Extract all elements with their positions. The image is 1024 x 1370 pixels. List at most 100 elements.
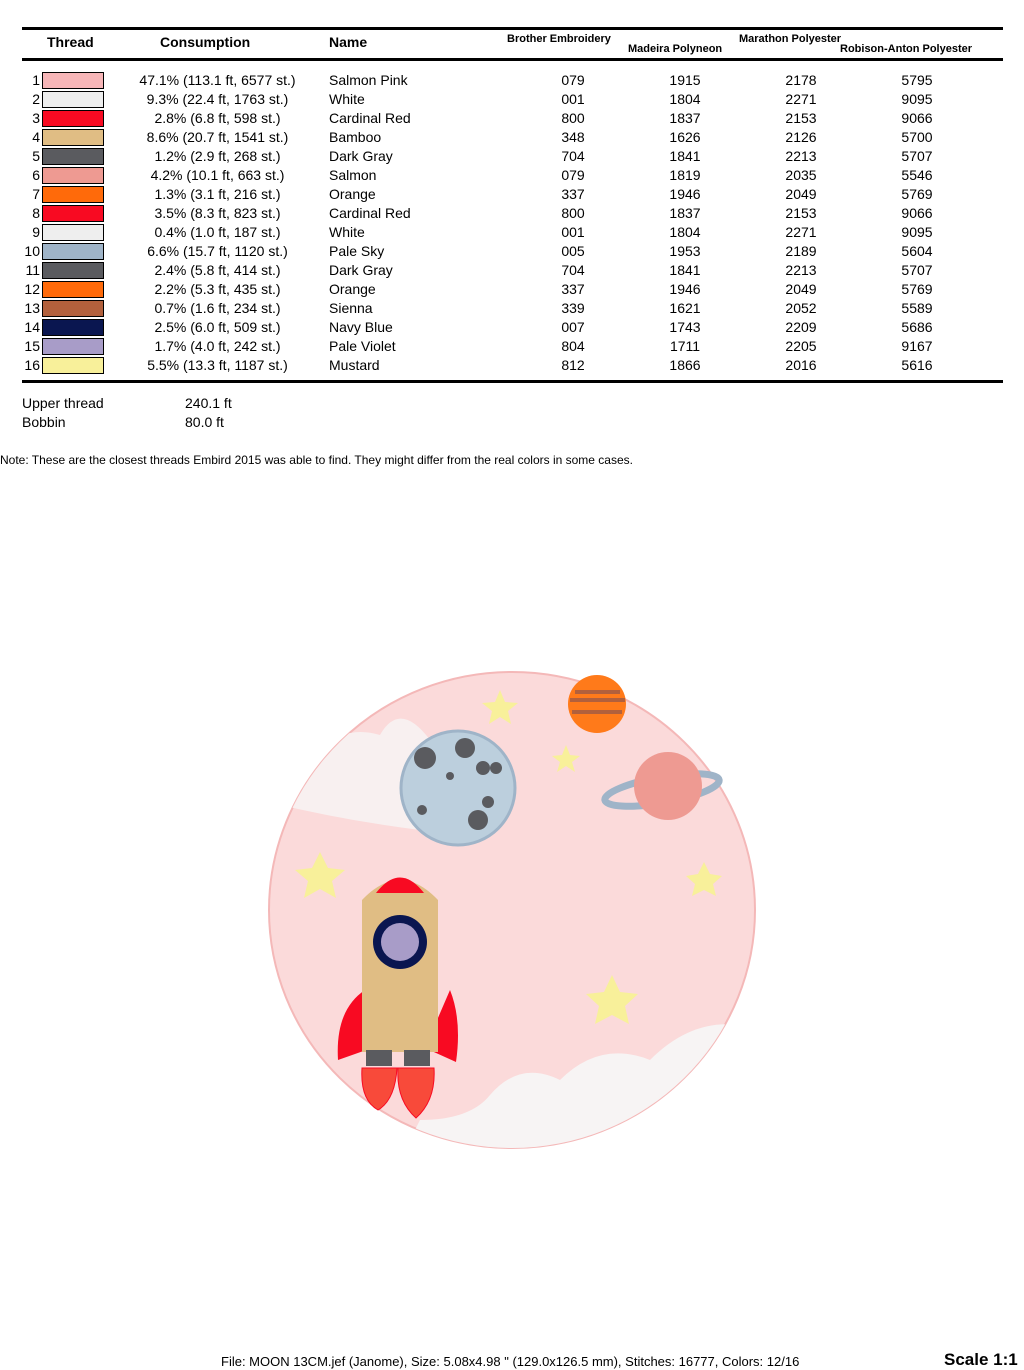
thread-name: Salmon: [329, 167, 377, 183]
thread-name: Dark Gray: [329, 148, 393, 164]
thread-name: Orange: [329, 281, 376, 297]
thread-number: 15: [24, 338, 40, 354]
color-swatch: [42, 281, 104, 298]
brother-code: 007: [561, 319, 585, 335]
color-swatch: [42, 300, 104, 317]
robison-code: 5589: [901, 300, 933, 316]
scale-label: Scale 1:1: [944, 1350, 1018, 1369]
color-swatch: [42, 262, 104, 279]
header-madeira: Madeira Polyneon: [628, 43, 723, 55]
upper-thread-value: 240.1 ft: [185, 395, 232, 411]
color-swatch: [42, 224, 104, 241]
table-row: 14 2.5% (6.0 ft, 509 st.) Navy Blue 007 …: [0, 318, 1024, 337]
marathon-code: 2126: [785, 129, 817, 145]
consumption: 0.4% (1.0 ft, 187 st.): [154, 224, 281, 240]
moon-craters: [414, 738, 502, 830]
robison-code: 5769: [901, 186, 933, 202]
robison-code: 9167: [901, 338, 933, 354]
brother-code: 804: [561, 338, 585, 354]
brother-code: 704: [561, 262, 585, 278]
bobbin-label: Bobbin: [22, 414, 66, 430]
brother-code: 337: [561, 186, 585, 202]
consumption: 47.1% (113.1 ft, 6577 st.): [139, 72, 296, 88]
marathon-code: 2271: [785, 224, 817, 240]
robison-code: 5700: [901, 129, 933, 145]
thread-number: 1: [32, 72, 40, 88]
table-row: 12 2.2% (5.3 ft, 435 st.) Orange 337 194…: [0, 280, 1024, 299]
thread-number: 12: [24, 281, 40, 297]
table-row: 9 0.4% (1.0 ft, 187 st.) White 001 1804 …: [0, 223, 1024, 242]
header-brother: Brother Embroidery: [507, 33, 611, 45]
marathon-code: 2205: [785, 338, 817, 354]
top-rule: [22, 27, 1003, 30]
robison-code: 5546: [901, 167, 933, 183]
table-row: 1 47.1% (113.1 ft, 6577 st.) Salmon Pink…: [0, 71, 1024, 90]
table-row: 13 0.7% (1.6 ft, 234 st.) Sienna 339 162…: [0, 299, 1024, 318]
brother-code: 812: [561, 357, 585, 373]
robison-code: 5707: [901, 262, 933, 278]
madeira-code: 1804: [669, 224, 701, 240]
upper-thread-label: Upper thread: [22, 395, 104, 411]
madeira-code: 1837: [669, 110, 701, 126]
robison-code: 9095: [901, 224, 933, 240]
thread-number: 8: [32, 205, 40, 221]
marathon-code: 2052: [785, 300, 817, 316]
color-swatch: [42, 357, 104, 374]
marathon-code: 2213: [785, 148, 817, 164]
consumption: 4.2% (10.1 ft, 663 st.): [150, 167, 285, 183]
robison-code: 5686: [901, 319, 933, 335]
madeira-code: 1841: [669, 148, 701, 164]
table-row: 10 6.6% (15.7 ft, 1120 st.) Pale Sky 005…: [0, 242, 1024, 261]
brother-code: 001: [561, 224, 585, 240]
thread-number: 2: [32, 91, 40, 107]
header-thread: Thread: [47, 34, 94, 50]
consumption: 8.6% (20.7 ft, 1541 st.): [146, 129, 289, 145]
thread-number: 7: [32, 186, 40, 202]
madeira-code: 1866: [669, 357, 701, 373]
color-swatch: [42, 129, 104, 146]
header-consumption: Consumption: [160, 34, 251, 50]
color-swatch: [42, 243, 104, 260]
embroidery-preview: [268, 671, 756, 1149]
brother-code: 005: [561, 243, 585, 259]
brother-code: 704: [561, 148, 585, 164]
robison-code: 9066: [901, 205, 933, 221]
table-row: 4 8.6% (20.7 ft, 1541 st.) Bamboo 348 16…: [0, 128, 1024, 147]
madeira-code: 1841: [669, 262, 701, 278]
robison-code: 5769: [901, 281, 933, 297]
consumption: 0.7% (1.6 ft, 234 st.): [154, 300, 281, 316]
marathon-code: 2178: [785, 72, 817, 88]
table-row: 2 9.3% (22.4 ft, 1763 st.) White 001 180…: [0, 90, 1024, 109]
brother-code: 800: [561, 205, 585, 221]
thread-name: Salmon Pink: [329, 72, 408, 88]
marathon-code: 2271: [785, 91, 817, 107]
table-row: 8 3.5% (8.3 ft, 823 st.) Cardinal Red 80…: [0, 204, 1024, 223]
color-swatch: [42, 186, 104, 203]
cloud-top-left: [269, 718, 430, 830]
robison-code: 5616: [901, 357, 933, 373]
marathon-code: 2209: [785, 319, 817, 335]
marathon-code: 2049: [785, 281, 817, 297]
table-row: 15 1.7% (4.0 ft, 242 st.) Pale Violet 80…: [0, 337, 1024, 356]
thread-name: Orange: [329, 186, 376, 202]
table-row: 7 1.3% (3.1 ft, 216 st.) Orange 337 1946…: [0, 185, 1024, 204]
brother-code: 339: [561, 300, 585, 316]
thread-name: White: [329, 224, 365, 240]
marathon-code: 2213: [785, 262, 817, 278]
consumption: 2.8% (6.8 ft, 598 st.): [154, 110, 281, 126]
note: Note: These are the closest threads Embi…: [0, 453, 633, 467]
thread-name: Dark Gray: [329, 262, 393, 278]
color-swatch: [42, 91, 104, 108]
thread-name: Bamboo: [329, 129, 382, 145]
marathon-code: 2153: [785, 110, 817, 126]
header-marathon: Marathon Polyester: [739, 33, 842, 45]
consumption: 5.5% (13.3 ft, 1187 st.): [147, 357, 288, 373]
thread-number: 10: [24, 243, 40, 259]
consumption: 2.2% (5.3 ft, 435 st.): [154, 281, 281, 297]
robison-code: 9095: [901, 91, 933, 107]
bobbin-value: 80.0 ft: [185, 414, 224, 430]
table-row: 16 5.5% (13.3 ft, 1187 st.) Mustard 812 …: [0, 356, 1024, 375]
color-swatch: [42, 148, 104, 165]
madeira-code: 1946: [669, 281, 701, 297]
thread-number: 5: [32, 148, 40, 164]
